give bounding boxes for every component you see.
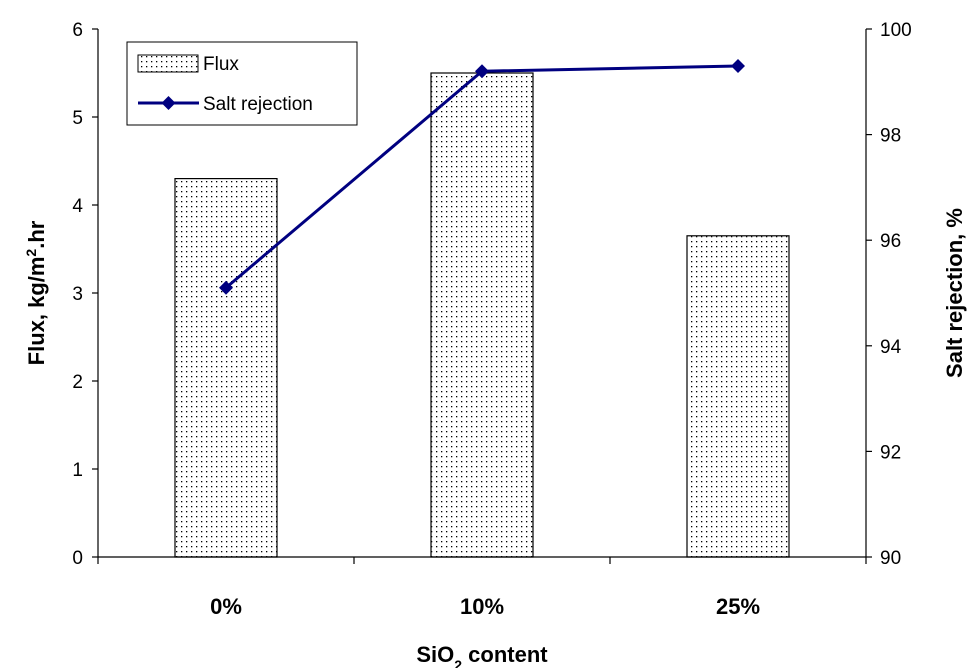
line-layer	[219, 58, 745, 295]
left-tick-label: 0	[72, 548, 83, 569]
right-tick-label: 90	[880, 548, 901, 569]
right-tick-label: 96	[880, 231, 901, 252]
right-tick-label: 92	[880, 442, 901, 463]
legend-flux-label: Flux	[203, 54, 239, 75]
salt-rejection-point-0	[219, 280, 233, 295]
legend-salt-label: Salt rejection	[203, 94, 313, 115]
x-category-label: 10%	[460, 594, 504, 619]
left-tick-label: 1	[72, 460, 83, 481]
legend-salt-marker	[161, 96, 176, 110]
x-category-label: 0%	[210, 594, 242, 619]
legend-flux-swatch	[137, 54, 199, 73]
bar-flux-2	[686, 235, 790, 558]
right-axis-label: Salt rejection, %	[942, 208, 967, 378]
x-ticks: 0% 10% 25%	[97, 557, 867, 619]
left-y-ticks: 0 1 2 3 4 5 6	[72, 20, 98, 569]
salt-rejection-point-2	[731, 58, 745, 73]
left-tick-label: 4	[72, 196, 83, 217]
left-tick-label: 3	[72, 284, 83, 305]
left-axis-label: Flux, kg/m2.hr	[23, 220, 49, 365]
bars-layer	[174, 72, 790, 558]
bar-flux-0	[174, 178, 278, 558]
left-tick-label: 2	[72, 372, 83, 393]
right-y-ticks: 90 92 94 96 98 100	[866, 20, 912, 569]
right-tick-label: 100	[880, 20, 912, 41]
salt-rejection-point-1	[475, 64, 489, 79]
x-category-label: 25%	[716, 594, 760, 619]
left-tick-label: 6	[72, 20, 83, 41]
right-tick-label: 94	[880, 337, 902, 358]
legend: Flux Salt rejection	[126, 41, 358, 126]
x-axis-label: SiO2 content	[416, 642, 548, 668]
right-tick-label: 98	[880, 126, 901, 147]
bar-flux-1	[430, 72, 534, 558]
left-tick-label: 5	[72, 108, 83, 129]
